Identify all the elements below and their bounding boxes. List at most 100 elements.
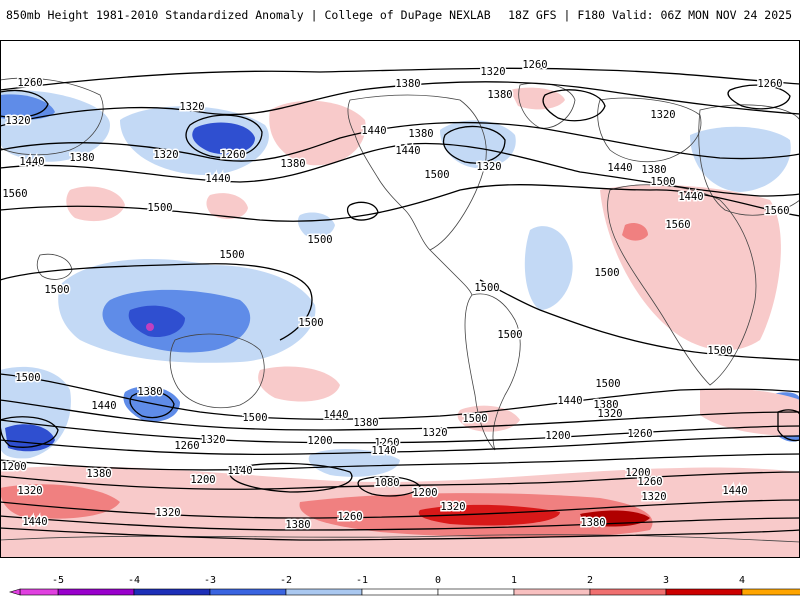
contour-label: 1380: [137, 386, 162, 398]
contour-label: 1380: [69, 152, 94, 164]
central-america-outline: [429, 249, 473, 296]
pos-anomaly-south-pacific: [258, 366, 340, 402]
colorbar-segment: [437, 588, 515, 596]
colorbar-segment: [361, 588, 439, 596]
colorbar-segment: [209, 588, 287, 596]
antarctica-coast: [0, 534, 800, 543]
contour-label: 1440: [91, 400, 116, 412]
contour-label: 1200: [545, 430, 570, 442]
contour-label: 1380: [86, 468, 111, 480]
contour-label: 1440: [205, 173, 230, 185]
contour-label: 1200: [1, 461, 26, 473]
contour-1500-tropics-east: [479, 279, 800, 361]
continent-outlines: [0, 77, 800, 543]
neg-anomaly-aleutian-core: [192, 122, 255, 155]
contour-1320-southern-belt: [0, 499, 800, 519]
contour-label: 1320: [641, 491, 666, 503]
contour-label: 1560: [2, 188, 27, 200]
model-run-info: 18Z GFS | F180 Valid: 06Z MON NOV 24 202…: [508, 8, 792, 22]
neg-anomaly-siberia: [690, 126, 791, 192]
map-header: 850mb Height 1981-2010 Standardized Anom…: [0, 0, 800, 40]
contour-label: 1500: [595, 378, 620, 390]
contour-label: 1380: [408, 128, 433, 140]
contour-label: 1260: [374, 437, 399, 449]
contour-1440-south: [0, 399, 800, 431]
contour-label: 1560: [665, 219, 690, 231]
contour-label: 1440: [361, 125, 386, 137]
neg-anomaly-east-pacific: [297, 212, 335, 238]
contour-1320-north: [0, 81, 800, 127]
contour-label: 1200: [307, 435, 332, 447]
contour-1500-south: [0, 373, 800, 420]
pos-anomaly-north-pacific-west: [66, 186, 125, 222]
colorbar-arrow-left: [8, 588, 21, 596]
contour-label: 1320: [597, 408, 622, 420]
contour-label: 1440: [395, 145, 420, 157]
contour-label: 1320: [476, 161, 501, 173]
contour-label: 1560: [764, 205, 789, 217]
contour-1500-tropics-west: [0, 263, 313, 341]
contour-label: 1200: [625, 467, 650, 479]
contour-southwest-low: [0, 416, 59, 448]
neg-anomaly-southern-ocean: [308, 448, 400, 477]
contour-label: 1200: [190, 474, 215, 486]
contour-label: 1380: [593, 399, 618, 411]
contour-east-pacific-loop: [346, 201, 379, 221]
contour-label: 1380: [353, 417, 378, 429]
contour-label: 1260: [637, 476, 662, 488]
contour-label: 1500: [707, 345, 732, 357]
contour-label: 1260: [220, 149, 245, 161]
contour-1140-low: [228, 462, 353, 493]
colorbar-bar: [8, 588, 800, 596]
contour-label: 1260: [174, 440, 199, 452]
neg-anomaly-tropics-core: [128, 305, 185, 338]
contour-label: 1320: [153, 149, 178, 161]
contour-label: 1320: [480, 66, 505, 78]
contour-1500-north: [0, 184, 800, 222]
pos-anomaly-central-pacific: [206, 193, 248, 220]
pos-anomaly-africa: [600, 184, 781, 351]
contour-1440: [0, 142, 800, 197]
maritime-continent-outline: [36, 253, 73, 280]
height-contours: [0, 67, 800, 541]
contour-label: 1440: [722, 485, 747, 497]
contour-label: 1500: [298, 317, 323, 329]
colorbar-segment: [285, 588, 363, 596]
contour-1200-south: [0, 471, 800, 490]
contour-label: 1500: [15, 372, 40, 384]
contour-1440-southern-belt: [0, 527, 800, 541]
colorbar-tick-label: 2: [587, 575, 593, 586]
contour-label: 1380: [641, 164, 666, 176]
contour-label: 1440: [557, 395, 582, 407]
colorbar-tick-labels: -5-4-3-2-1012345: [52, 575, 745, 586]
pos-anomaly-east-edge-south: [700, 388, 800, 436]
contour-south-pacific-low: [129, 390, 175, 419]
colorbar-segment: [19, 588, 59, 596]
pos-anomaly-southern-core: [418, 504, 560, 526]
contour-1380-south: [0, 419, 800, 444]
contour-label: 1500: [424, 169, 449, 181]
neg-anomaly-west-pacific-2: [0, 94, 55, 120]
contour-label: 1500: [462, 413, 487, 425]
colorbar-segment: [741, 588, 800, 596]
asia-outline: [698, 104, 800, 216]
contour-1320-south: [0, 435, 800, 456]
contour-siberia-high: [542, 89, 606, 122]
colorbar-tick-label: -3: [204, 575, 216, 586]
contour-label: 1320: [200, 434, 225, 446]
contour-label: 1500: [307, 234, 332, 246]
contour-label: 1500: [219, 249, 244, 261]
contour-label: 1320: [650, 109, 675, 121]
contour-label: 1500: [242, 412, 267, 424]
contour-label: 1320: [5, 115, 30, 127]
contour-label: 1500: [44, 284, 69, 296]
colorbar-segment: [589, 588, 667, 596]
neg-anomaly-tropics-peak: [146, 323, 154, 331]
australia-outline: [169, 333, 265, 409]
contour-label: 1380: [395, 78, 420, 90]
contour-label: 1140: [227, 465, 252, 477]
colorbar-tick-label: -4: [128, 575, 140, 586]
contour-label: 1440: [607, 162, 632, 174]
contour-label: 1140: [371, 445, 396, 457]
